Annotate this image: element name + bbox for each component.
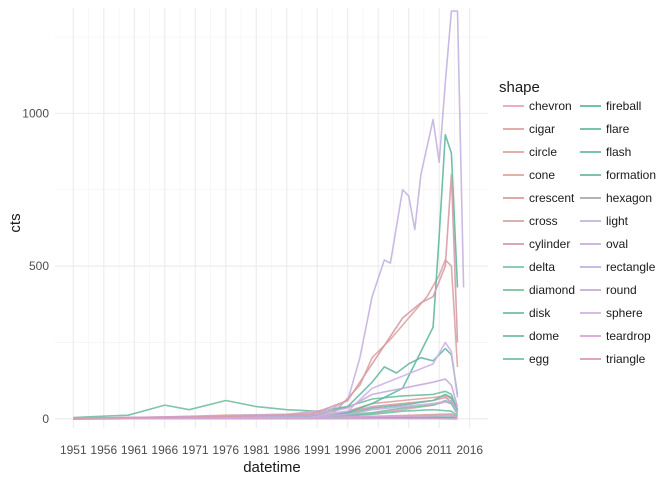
- legend-label-rectangle: rectangle: [606, 260, 656, 274]
- x-tick-label: 1976: [212, 443, 239, 457]
- x-tick-label: 1996: [334, 443, 361, 457]
- legend-label-flash: flash: [606, 145, 631, 159]
- x-tick-label: 1986: [273, 443, 300, 457]
- legend-label-formation: formation: [606, 168, 656, 182]
- grid-layer: [55, 8, 488, 428]
- legend-title: shape: [499, 79, 540, 96]
- legend-label-cigar: cigar: [529, 122, 555, 136]
- legend-label-round: round: [606, 283, 637, 297]
- legend-label-cone: cone: [529, 168, 555, 182]
- x-tick-label: 2011: [426, 443, 452, 457]
- legend-label-cross: cross: [529, 214, 558, 228]
- legend-label-dome: dome: [529, 329, 559, 343]
- x-tick-label: 1971: [182, 443, 209, 457]
- series-layer: [73, 10, 465, 420]
- x-tick-label: 1981: [243, 443, 270, 457]
- series-line-circle: [73, 259, 459, 420]
- x-tick-label: 2006: [395, 443, 422, 457]
- x-tick-label: 1961: [121, 443, 148, 457]
- x-axis-title: datetime: [243, 459, 301, 476]
- series-line-light: [73, 10, 465, 419]
- series-line-oval: [73, 378, 459, 420]
- legend-label-sphere: sphere: [606, 306, 643, 320]
- x-tick-label: 2016: [456, 443, 483, 457]
- tick-layer: 1951 1956 1961 1966 1971 1976 1981 1986 1991 1996…: [22, 106, 483, 457]
- legend-label-oval: oval: [606, 237, 628, 251]
- legend-label-crescent: crescent: [529, 191, 575, 205]
- legend-label-chevron: chevron: [529, 99, 572, 113]
- legend-label-disk: disk: [529, 306, 551, 320]
- legend-label-teardrop: teardrop: [606, 329, 651, 343]
- x-tick-label: 1956: [90, 443, 117, 457]
- series-line-triangle: [73, 173, 459, 419]
- legend-label-hexagon: hexagon: [606, 191, 652, 205]
- x-tick-label: 1966: [151, 443, 178, 457]
- series-line-teardrop: [73, 414, 458, 420]
- legend: chevron cigar circle cone crescent cross cylin…: [503, 99, 656, 366]
- legend-label-circle: circle: [529, 145, 557, 159]
- y-tick-label: 1000: [22, 106, 49, 120]
- legend-label-cylinder: cylinder: [529, 237, 570, 251]
- x-tick-label: 1991: [304, 443, 331, 457]
- legend-label-diamond: diamond: [529, 283, 575, 297]
- legend-label-triangle: triangle: [606, 352, 646, 366]
- series-line-disk: [73, 390, 459, 419]
- y-tick-label: 0: [42, 412, 49, 426]
- y-tick-label: 500: [29, 259, 49, 273]
- legend-label-egg: egg: [529, 352, 549, 366]
- y-axis-title: cts: [7, 213, 24, 232]
- x-tick-label: 1951: [60, 443, 87, 457]
- legend-label-fireball: fireball: [606, 99, 641, 113]
- series-line-fireball: [73, 134, 459, 420]
- legend-label-delta: delta: [529, 260, 555, 274]
- legend-label-flare: flare: [606, 122, 630, 136]
- x-tick-label: 2001: [365, 443, 392, 457]
- legend-label-light: light: [606, 214, 629, 228]
